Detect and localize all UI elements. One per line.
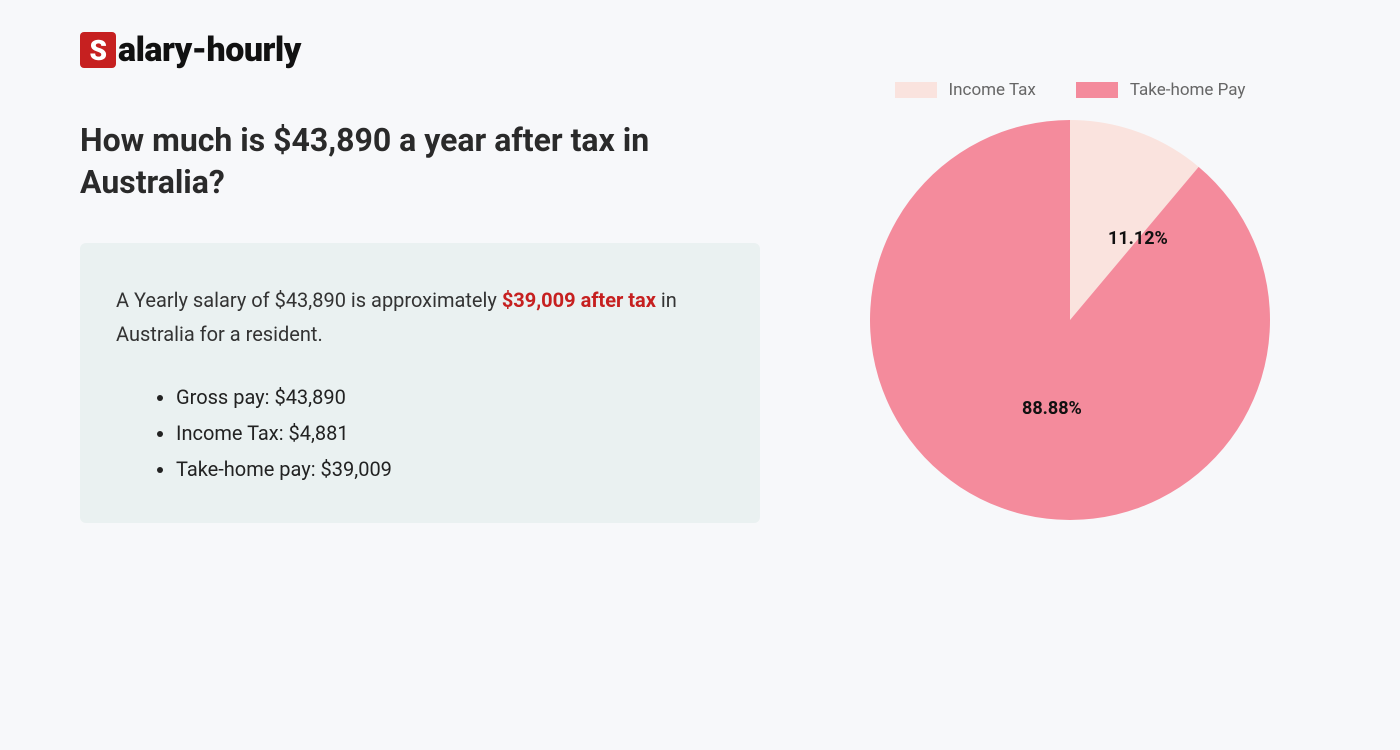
legend-label: Income Tax xyxy=(949,80,1036,100)
summary-text: A Yearly salary of $43,890 is approximat… xyxy=(116,283,724,351)
page-title: How much is $43,890 a year after tax in … xyxy=(80,120,760,203)
summary-highlight: $39,009 after tax xyxy=(502,288,656,312)
logo-s-icon: S xyxy=(80,32,116,68)
chart-legend: Income Tax Take-home Pay xyxy=(895,80,1246,100)
logo: Salary-hourly xyxy=(80,30,760,70)
slice-label-income-tax: 11.12% xyxy=(1108,228,1168,249)
legend-swatch-icon xyxy=(1076,82,1118,98)
legend-swatch-icon xyxy=(895,82,937,98)
breakdown-list: Gross pay: $43,890 Income Tax: $4,881 Ta… xyxy=(116,379,724,487)
list-item: Income Tax: $4,881 xyxy=(176,415,724,451)
list-item: Take-home pay: $39,009 xyxy=(176,451,724,487)
legend-label: Take-home Pay xyxy=(1130,80,1246,100)
legend-item-take-home: Take-home Pay xyxy=(1076,80,1246,100)
logo-text: alary-hourly xyxy=(118,30,301,70)
slice-label-take-home: 88.88% xyxy=(1022,398,1082,419)
summary-box: A Yearly salary of $43,890 is approximat… xyxy=(80,243,760,523)
list-item: Gross pay: $43,890 xyxy=(176,379,724,415)
summary-pre: A Yearly salary of $43,890 is approximat… xyxy=(116,288,502,312)
legend-item-income-tax: Income Tax xyxy=(895,80,1036,100)
pie-chart: 11.12% 88.88% xyxy=(870,120,1270,520)
